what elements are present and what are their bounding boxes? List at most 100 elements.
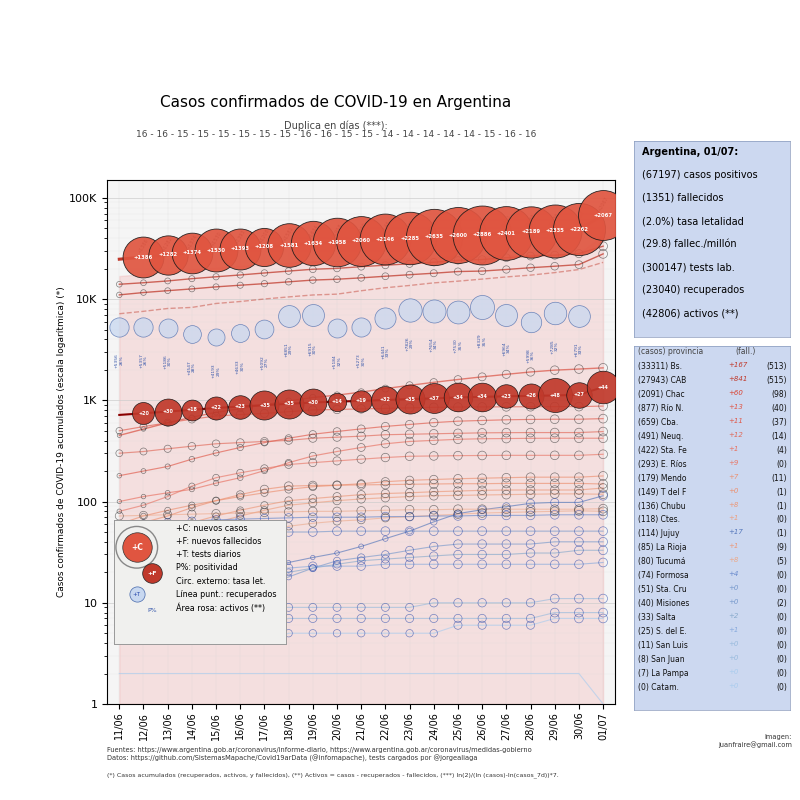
Text: +0: +0 xyxy=(728,641,738,647)
Point xyxy=(548,502,561,515)
Point xyxy=(137,509,150,522)
Point xyxy=(258,436,271,449)
Text: +22: +22 xyxy=(210,406,222,410)
Point xyxy=(476,502,489,515)
Point xyxy=(476,301,489,314)
Point xyxy=(597,425,610,438)
Point xyxy=(573,487,586,500)
Text: +1393: +1393 xyxy=(234,229,246,246)
Point xyxy=(597,240,610,253)
Text: +1958: +1958 xyxy=(327,240,346,245)
Point xyxy=(113,606,126,619)
Point xyxy=(282,570,295,583)
Text: +12: +12 xyxy=(728,432,743,438)
Point xyxy=(524,477,537,490)
Point xyxy=(379,511,392,524)
Point xyxy=(548,260,561,273)
Text: +32: +32 xyxy=(380,398,391,402)
Text: (659) Cba.: (659) Cba. xyxy=(638,418,678,426)
Text: Imagen:
juanfraire@gmail.com: Imagen: juanfraire@gmail.com xyxy=(718,734,792,748)
Text: +2886: +2886 xyxy=(473,232,492,238)
Point xyxy=(524,619,537,632)
Point xyxy=(234,564,246,577)
Point xyxy=(573,477,586,490)
Point xyxy=(258,506,271,519)
Text: +2600: +2600 xyxy=(449,233,467,238)
Point xyxy=(355,478,368,491)
Point xyxy=(162,442,174,455)
Text: +7530
35%: +7530 35% xyxy=(454,338,462,353)
Point xyxy=(186,327,198,340)
Point xyxy=(210,331,222,344)
Point xyxy=(403,474,416,486)
Point xyxy=(137,250,150,263)
Point xyxy=(597,606,610,619)
Point xyxy=(330,558,343,570)
Point xyxy=(355,478,368,490)
Point xyxy=(186,527,198,540)
Point xyxy=(500,509,513,522)
Point xyxy=(451,548,464,561)
Point xyxy=(379,270,392,282)
Point xyxy=(403,612,416,625)
Text: +6851
29%: +6851 29% xyxy=(284,342,293,357)
Text: (1): (1) xyxy=(777,530,787,538)
Text: +0: +0 xyxy=(728,669,738,675)
Text: (40) Misiones: (40) Misiones xyxy=(638,599,689,608)
Point xyxy=(403,601,416,614)
Text: +2146: +2146 xyxy=(379,220,392,237)
Point xyxy=(524,558,537,570)
Text: +1374: +1374 xyxy=(182,250,202,255)
Point xyxy=(330,403,343,416)
Text: +20: +20 xyxy=(138,410,149,416)
Point xyxy=(427,510,440,522)
Text: +C: nuevos casos
+F: nuevos fallecidos
+T: tests diarios
P%: positividad
Circ. e: +C: nuevos casos +F: nuevos fallecidos +… xyxy=(176,524,277,613)
Point xyxy=(186,403,198,416)
Text: +1530: +1530 xyxy=(206,248,226,253)
Point xyxy=(234,504,246,517)
Text: +1581: +1581 xyxy=(279,242,298,247)
Point xyxy=(524,226,537,238)
Point xyxy=(282,566,295,578)
Point xyxy=(597,482,610,494)
Point xyxy=(403,490,416,503)
Text: (14): (14) xyxy=(772,432,787,441)
Point xyxy=(597,247,610,260)
Text: +2060: +2060 xyxy=(352,238,370,243)
Point xyxy=(234,588,246,601)
Text: (179) Mendo: (179) Mendo xyxy=(638,474,686,482)
Point xyxy=(597,502,610,515)
Point xyxy=(186,498,198,511)
Point xyxy=(451,427,464,440)
Point xyxy=(137,420,150,433)
Point xyxy=(403,478,416,490)
Point xyxy=(500,619,513,632)
Point xyxy=(597,432,610,445)
Point xyxy=(476,506,489,519)
Point xyxy=(500,548,513,561)
Point xyxy=(427,503,440,516)
Point xyxy=(113,606,126,619)
Point xyxy=(451,525,464,538)
Point xyxy=(330,601,343,614)
Point xyxy=(258,398,271,411)
Text: +13: +13 xyxy=(728,404,743,410)
Point xyxy=(427,515,440,528)
Text: +1634: +1634 xyxy=(303,241,322,246)
Text: +1530: +1530 xyxy=(210,231,222,248)
Point xyxy=(597,535,610,548)
Point xyxy=(162,627,174,640)
Point xyxy=(355,234,368,247)
Point xyxy=(306,492,319,505)
Point xyxy=(137,407,150,420)
Text: (0): (0) xyxy=(777,655,787,664)
Point xyxy=(258,601,271,614)
Point xyxy=(186,413,198,426)
Point xyxy=(330,273,343,286)
Point xyxy=(234,526,246,539)
Text: (9): (9) xyxy=(777,543,787,552)
Text: (0) Catam.: (0) Catam. xyxy=(638,683,678,692)
Text: (293) E. Ríos: (293) E. Ríos xyxy=(638,460,686,469)
Text: +1393: +1393 xyxy=(230,246,250,251)
Point xyxy=(210,471,222,484)
